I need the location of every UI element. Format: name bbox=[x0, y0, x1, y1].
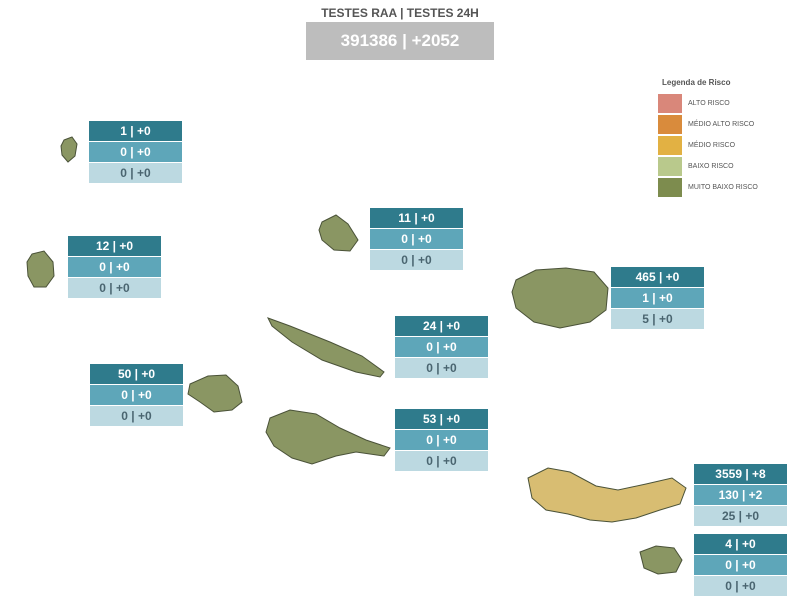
stats-row: 25 | +0 bbox=[694, 506, 787, 526]
stats-row: 0 | +0 bbox=[395, 451, 488, 471]
stats-row: 0 | +0 bbox=[89, 163, 182, 183]
legend-swatch bbox=[658, 157, 682, 176]
stats-box: 4 | +0 0 | +0 0 | +0 bbox=[694, 534, 787, 597]
legend-swatch bbox=[658, 136, 682, 155]
island-santa-maria bbox=[639, 545, 683, 575]
legend: Legenda de Risco ALTO RISCO MÉDIO ALTO RI… bbox=[658, 78, 793, 198]
legend-label: MÉDIO ALTO RISCO bbox=[688, 121, 755, 128]
header-title: TESTES RAA | TESTES 24H bbox=[321, 6, 479, 20]
legend-label: MÉDIO RISCO bbox=[688, 142, 736, 149]
legend-label: ALTO RISCO bbox=[688, 100, 730, 107]
stats-row: 0 | +0 bbox=[68, 257, 161, 277]
stats-box: 3559 | +8 130 | +2 25 | +0 bbox=[694, 464, 787, 527]
legend-item: MÉDIO ALTO RISCO bbox=[658, 114, 793, 135]
stats-box: 465 | +0 1 | +0 5 | +0 bbox=[611, 267, 704, 330]
stats-box: 24 | +0 0 | +0 0 | +0 bbox=[395, 316, 488, 379]
stats-row: 24 | +0 bbox=[395, 316, 488, 336]
stats-row: 0 | +0 bbox=[395, 337, 488, 357]
stats-row: 0 | +0 bbox=[370, 250, 463, 270]
stats-box: 50 | +0 0 | +0 0 | +0 bbox=[90, 364, 183, 427]
legend-title: Legenda de Risco bbox=[662, 78, 731, 87]
island-flores bbox=[26, 250, 55, 288]
legend-item: ALTO RISCO bbox=[658, 93, 793, 114]
stats-row: 4 | +0 bbox=[694, 534, 787, 554]
island-graciosa bbox=[318, 214, 359, 252]
stats-row: 0 | +0 bbox=[90, 385, 183, 405]
stats-row: 0 | +0 bbox=[694, 576, 787, 596]
stats-box: 11 | +0 0 | +0 0 | +0 bbox=[370, 208, 463, 271]
legend-item: MÉDIO RISCO bbox=[658, 135, 793, 156]
stats-row: 130 | +2 bbox=[694, 485, 787, 505]
island-pico bbox=[265, 409, 391, 465]
stats-row: 0 | +0 bbox=[370, 229, 463, 249]
stats-row: 3559 | +8 bbox=[694, 464, 787, 484]
stats-row: 0 | +0 bbox=[395, 430, 488, 450]
stats-row: 5 | +0 bbox=[611, 309, 704, 329]
legend-item: MUITO BAIXO RISCO bbox=[658, 177, 793, 198]
legend-label: MUITO BAIXO RISCO bbox=[688, 184, 758, 191]
stats-row: 50 | +0 bbox=[90, 364, 183, 384]
island-sao-miguel bbox=[527, 467, 687, 523]
stats-row: 0 | +0 bbox=[395, 358, 488, 378]
legend-swatch bbox=[658, 94, 682, 113]
stats-row: 1 | +0 bbox=[611, 288, 704, 308]
stats-row: 53 | +0 bbox=[395, 409, 488, 429]
header-value: 391386 | +2052 bbox=[306, 22, 494, 60]
stats-box: 12 | +0 0 | +0 0 | +0 bbox=[68, 236, 161, 299]
legend-item: BAIXO RISCO bbox=[658, 156, 793, 177]
island-terceira bbox=[511, 267, 609, 329]
island-sao-jorge bbox=[266, 317, 385, 378]
legend-swatch bbox=[658, 178, 682, 197]
island-corvo bbox=[60, 136, 78, 163]
stats-box: 53 | +0 0 | +0 0 | +0 bbox=[395, 409, 488, 472]
island-faial bbox=[187, 374, 243, 413]
stats-row: 12 | +0 bbox=[68, 236, 161, 256]
stats-row: 1 | +0 bbox=[89, 121, 182, 141]
stats-row: 465 | +0 bbox=[611, 267, 704, 287]
stats-row: 11 | +0 bbox=[370, 208, 463, 228]
stats-row: 0 | +0 bbox=[89, 142, 182, 162]
stats-row: 0 | +0 bbox=[68, 278, 161, 298]
stats-box: 1 | +0 0 | +0 0 | +0 bbox=[89, 121, 182, 184]
legend-label: BAIXO RISCO bbox=[688, 163, 734, 170]
stats-row: 0 | +0 bbox=[90, 406, 183, 426]
legend-swatch bbox=[658, 115, 682, 134]
stats-row: 0 | +0 bbox=[694, 555, 787, 575]
